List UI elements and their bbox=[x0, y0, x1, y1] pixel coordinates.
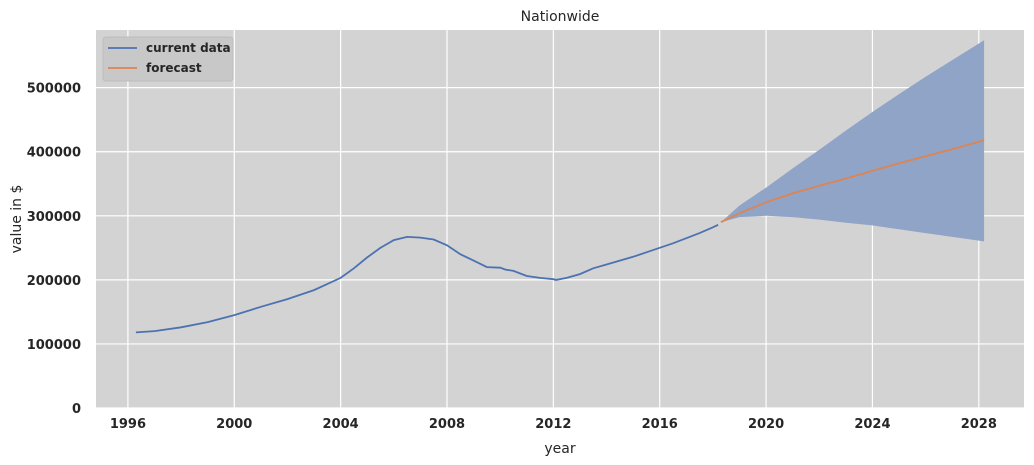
forecast-line bbox=[720, 139, 985, 224]
y-tick-label: 300000 bbox=[27, 210, 81, 225]
x-axis-ticks: 1996 2000 2004 2008 2012 2016 2020 2024 2028 bbox=[110, 417, 997, 432]
x-tick-label: 2012 bbox=[535, 417, 571, 432]
x-tick-label: 1996 bbox=[110, 417, 146, 432]
x-tick-label: 2016 bbox=[642, 417, 678, 432]
confidence-band bbox=[720, 40, 985, 242]
current-data-line bbox=[135, 223, 719, 334]
x-tick-label: 2028 bbox=[961, 417, 997, 432]
chart-title: Nationwide bbox=[521, 9, 600, 25]
y-tick-label: 100000 bbox=[27, 338, 81, 353]
x-tick-label: 2024 bbox=[854, 417, 890, 432]
x-tick-label: 2004 bbox=[323, 417, 359, 432]
x-tick-label: 2000 bbox=[216, 417, 252, 432]
x-tick-label: 2020 bbox=[748, 417, 784, 432]
y-tick-label: 400000 bbox=[27, 146, 81, 161]
y-tick-label: 500000 bbox=[27, 82, 81, 97]
x-tick-label: 2008 bbox=[429, 417, 465, 432]
y-axis-label: value in $ bbox=[9, 185, 25, 254]
y-tick-label: 200000 bbox=[27, 274, 81, 289]
legend-label-forecast: forecast bbox=[146, 61, 202, 75]
legend-label-current-data: current data bbox=[146, 41, 231, 55]
y-tick-label: 0 bbox=[72, 402, 81, 417]
legend: current data forecast bbox=[102, 36, 234, 82]
y-axis-ticks: 0 100000 200000 300000 400000 500000 bbox=[27, 82, 81, 417]
x-axis-label: year bbox=[544, 441, 575, 457]
